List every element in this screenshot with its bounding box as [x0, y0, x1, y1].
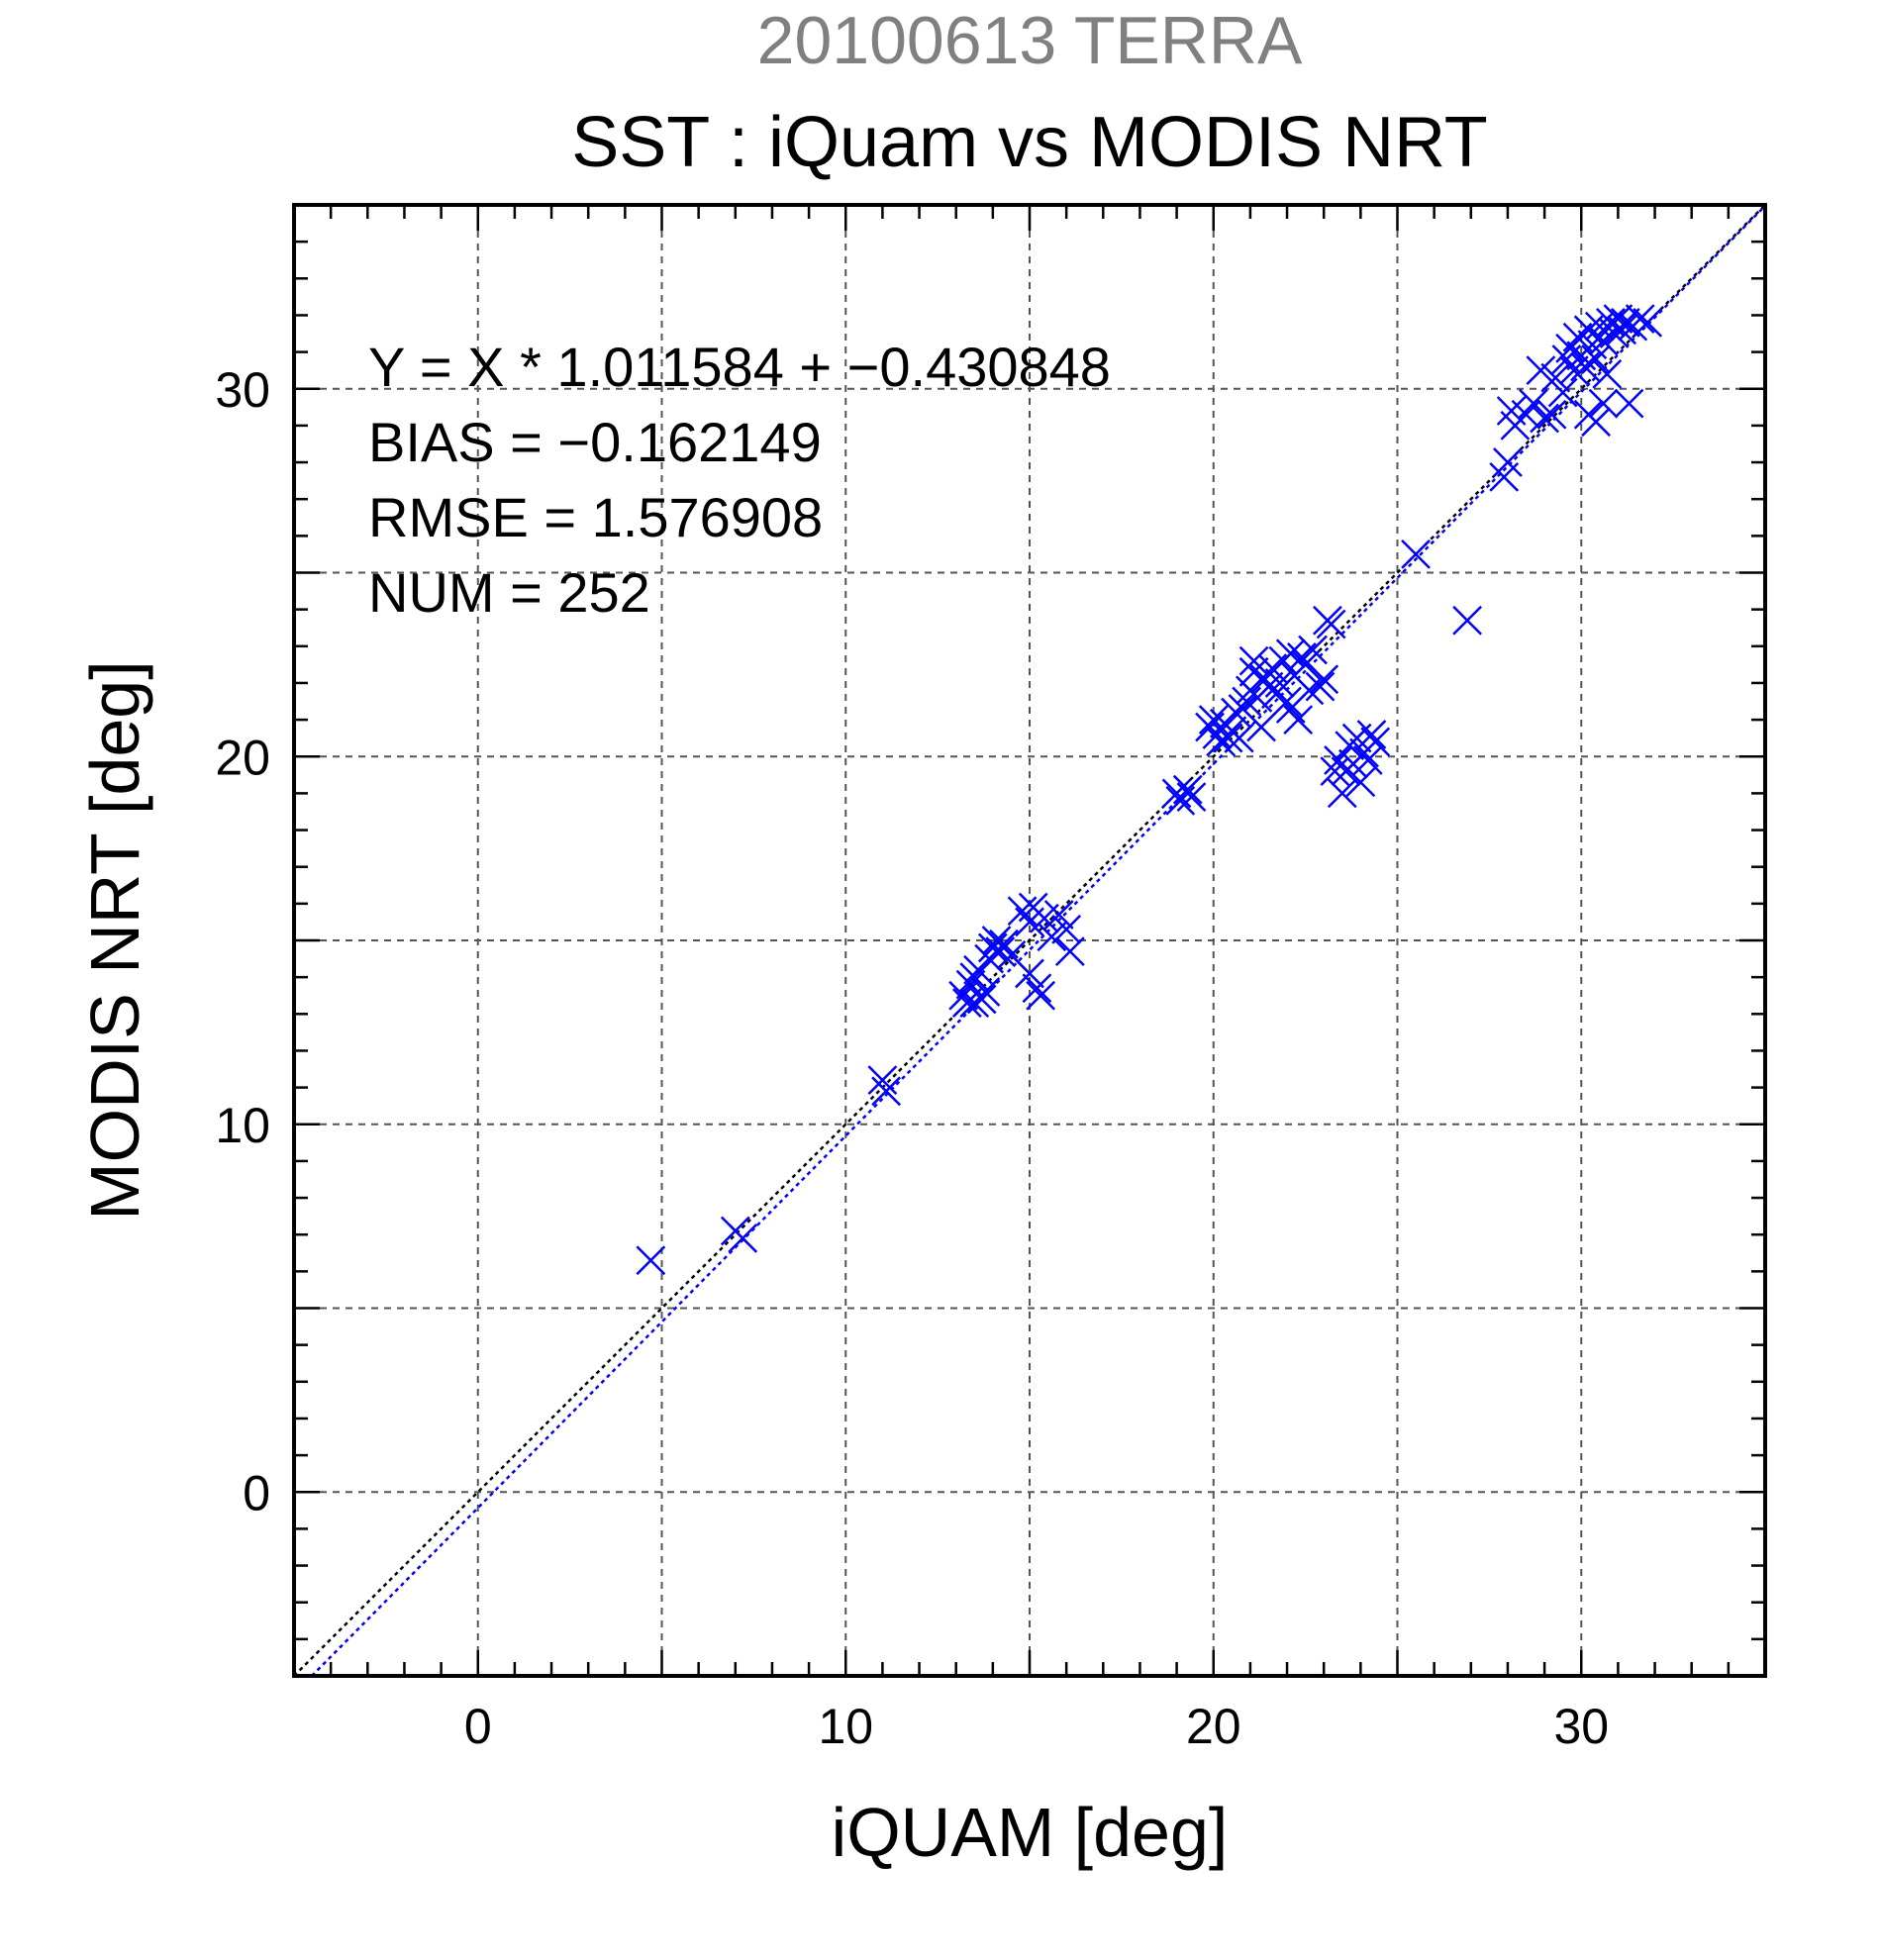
identity-line: [293, 204, 1766, 1677]
data-point: [1356, 720, 1387, 749]
data-point: [1588, 388, 1619, 419]
data-point: [1172, 774, 1203, 805]
data-point: [1352, 745, 1383, 775]
data-point: [1603, 304, 1634, 335]
fit-equation: Y = X * 1.011584 + −0.430848: [368, 336, 1111, 398]
data-point: [1592, 359, 1623, 389]
x-tick-label: 10: [818, 1699, 873, 1754]
data-point: [1294, 675, 1325, 706]
data-point: [1026, 980, 1056, 1011]
data-point: [955, 969, 986, 1000]
data-point: [1401, 539, 1431, 569]
data-point: [1316, 609, 1346, 639]
data-point: [867, 1065, 898, 1096]
data-point: [1298, 635, 1328, 665]
data-point: [1493, 447, 1523, 477]
data-point: [985, 936, 1016, 967]
data-point: [1246, 712, 1276, 742]
data-point: [1272, 686, 1302, 717]
data-point: [1238, 645, 1269, 676]
x-tick-label: 20: [1186, 1699, 1241, 1754]
data-point: [1625, 304, 1655, 335]
data-point: [636, 1245, 666, 1276]
data-point: [1232, 686, 1262, 717]
data-point: [1360, 727, 1391, 757]
data-point: [1345, 767, 1376, 798]
data-point: [1283, 705, 1314, 735]
data-point: [970, 977, 1001, 1007]
data-point: [1607, 315, 1636, 345]
data-point: [1540, 362, 1571, 393]
chart-title: SST : iQuam vs MODIS NRT: [571, 103, 1488, 182]
data-point: [1015, 958, 1044, 989]
num-value: NUM = 252: [368, 561, 650, 624]
plot-frame: [292, 203, 1767, 1678]
data-point: [1043, 900, 1074, 930]
data-point: [1290, 649, 1321, 680]
data-point: [1054, 936, 1085, 967]
data-point: [1581, 407, 1611, 438]
y-tick-label: 20: [215, 730, 270, 785]
data-point: [1530, 403, 1559, 434]
data-point: [1536, 399, 1567, 430]
rmse-value: RMSE = 1.576908: [368, 486, 823, 548]
y-tick-label: 10: [215, 1098, 270, 1153]
data-point: [1213, 723, 1243, 753]
data-point: [871, 1076, 901, 1107]
grid-lines: [294, 205, 1765, 1676]
data-point: [1224, 723, 1254, 753]
data-point: [1558, 355, 1589, 386]
reference-lines: [293, 204, 1766, 1677]
data-point: [1633, 307, 1663, 338]
tick-labels: 0 10 20 30 0 10 20 30: [215, 362, 1609, 1754]
data-point: [1176, 782, 1207, 812]
data-point: [1581, 344, 1611, 374]
stats-annotation: Y = X * 1.011584 + −0.430848 BIAS = −0.1…: [368, 336, 1111, 624]
data-points: [636, 304, 1663, 1276]
y-axis-label: MODIS NRT [deg]: [76, 660, 153, 1220]
chart-subtitle: 20100613 TERRA: [757, 3, 1303, 78]
data-point: [1320, 756, 1350, 786]
x-tick-label: 0: [464, 1699, 492, 1754]
bias-value: BIAS = −0.162149: [368, 411, 822, 473]
x-tick-label: 30: [1553, 1699, 1609, 1754]
data-point: [1519, 388, 1548, 419]
y-tick-label: 0: [243, 1465, 270, 1520]
data-point: [728, 1224, 758, 1253]
data-point: [966, 984, 997, 1015]
y-tick-label: 30: [215, 362, 270, 418]
data-point: [1037, 922, 1067, 952]
data-point: [977, 932, 1008, 963]
data-point: [1305, 671, 1336, 702]
data-point: [1614, 388, 1644, 419]
x-axis-label: iQUAM [deg]: [832, 1794, 1229, 1871]
data-point: [1547, 377, 1578, 408]
data-point: [1309, 664, 1339, 695]
data-point: [1022, 973, 1052, 1004]
data-point: [1452, 605, 1482, 636]
data-point: [959, 962, 990, 993]
